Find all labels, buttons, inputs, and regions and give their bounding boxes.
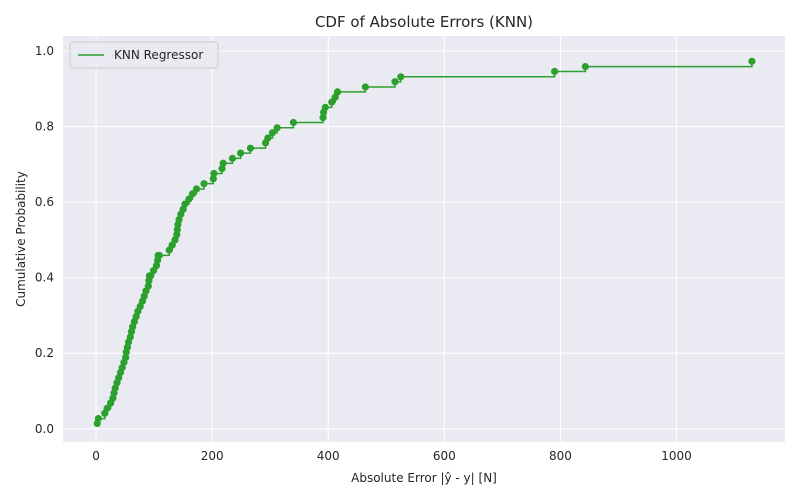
data-point [228,154,237,162]
series-layer [93,57,756,428]
data-point [155,251,163,260]
legend-box [69,41,219,69]
data-point [581,62,589,71]
x-tick-label: 800 [549,449,572,463]
x-tick-label: 600 [433,449,456,463]
data-point [200,180,208,188]
data-point [122,353,130,361]
data-point [94,414,102,423]
legend-label: KNN Regressor [114,48,203,62]
y-tick-labels: 0.0 0.2 0.4 0.6 0.8 1.0 [35,44,54,436]
y-tick-label: 0.0 [35,422,54,436]
x-tick-labels: 0 200 400 600 800 1000 [92,449,691,463]
y-axis-label: Cumulative Probability [14,171,28,307]
y-tick-label: 0.6 [35,195,54,209]
data-point [361,83,369,91]
data-point [237,149,245,157]
data-point [273,124,281,132]
data-point [144,282,152,290]
x-tick-label: 1000 [661,449,692,463]
x-tick-label: 400 [317,449,340,463]
data-point [550,67,559,76]
data-point [397,73,405,81]
data-point [209,175,217,183]
x-tick-label: 0 [92,449,100,463]
data-point [319,113,327,122]
data-point [246,144,255,152]
data-point [168,241,176,249]
data-point [268,129,277,137]
legend: KNN Regressor [69,41,219,69]
data-point [321,103,329,111]
y-tick-label: 0.4 [35,271,54,285]
y-tick-label: 0.8 [35,120,54,134]
data-point [188,190,197,198]
data-point [192,185,201,193]
data-point [748,57,756,65]
data-point [185,195,193,203]
y-tick-label: 0.2 [35,346,54,360]
y-tick-label: 1.0 [35,44,54,58]
x-tick-label: 200 [201,449,224,463]
chart-title: CDF of Absolute Errors (KNN) [315,13,533,31]
data-point [264,134,272,142]
data-point [219,159,227,167]
x-axis-label: Absolute Error |ŷ - y| [N] [351,471,497,485]
plot-background [63,36,785,442]
data-point [103,404,111,412]
data-point [147,272,155,280]
data-point [173,226,181,234]
grid-lines [63,36,785,442]
data-point [181,200,189,208]
data-point [333,88,342,96]
data-point [289,118,298,127]
data-point [210,169,218,178]
data-point [391,78,399,86]
